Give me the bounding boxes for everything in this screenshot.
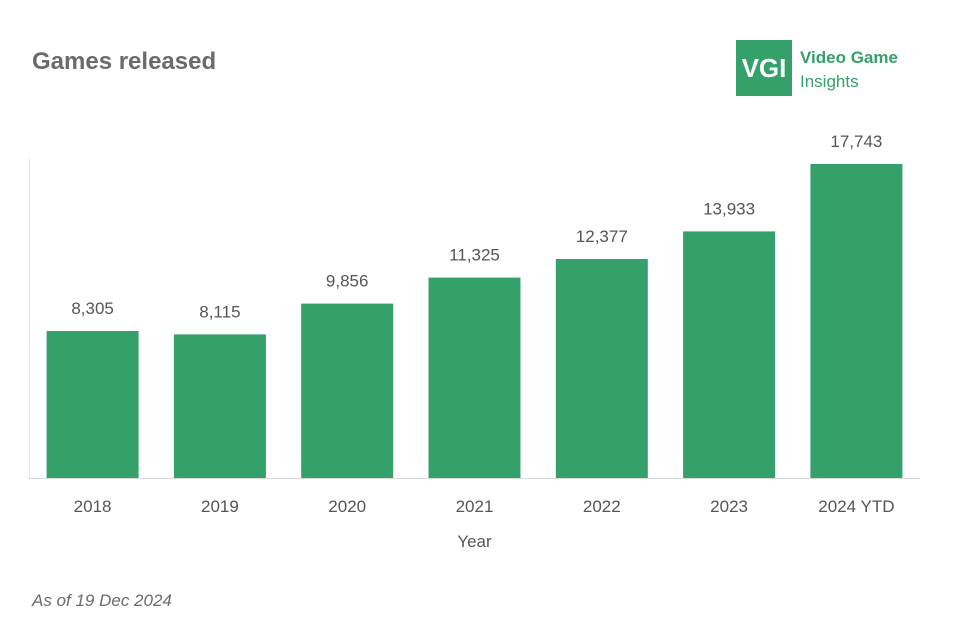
x-tick-label-2024-ytd: 2024 YTD xyxy=(818,497,894,516)
value-label-2020: 9,856 xyxy=(326,272,369,291)
bar-2018 xyxy=(46,331,139,478)
x-axis-label: Year xyxy=(457,532,492,551)
x-tick-labels-group: 2018 2019 2020 2021 2022 2023 2024 YTD xyxy=(74,497,895,516)
logo-line-2: Insights xyxy=(800,72,859,91)
value-label-2022: 12,377 xyxy=(576,227,628,246)
bar-2019 xyxy=(173,334,266,478)
brand-logo: VGI Video Game Insights xyxy=(736,40,898,96)
x-tick-label-2023: 2023 xyxy=(710,497,748,516)
x-tick-label-2022: 2022 xyxy=(583,497,621,516)
value-label-2018: 8,305 xyxy=(71,299,114,318)
logo-line-1: Video Game xyxy=(800,48,898,67)
bar-2022 xyxy=(555,259,648,478)
logo-wordmark: Video Game Insights xyxy=(800,46,898,94)
x-tick-label-2021: 2021 xyxy=(456,497,494,516)
value-label-2023: 13,933 xyxy=(703,199,755,218)
value-labels-group: 8,305 8,115 9,856 11,325 12,377 13,933 17,743 xyxy=(71,132,882,321)
value-label-2021: 11,325 xyxy=(449,246,500,265)
x-tick-label-2020: 2020 xyxy=(328,497,366,516)
x-tick-label-2019: 2019 xyxy=(201,497,239,516)
bars-group xyxy=(46,164,903,478)
footnote: As of 19 Dec 2024 xyxy=(32,591,172,610)
x-tick-label-2018: 2018 xyxy=(74,497,112,516)
chart-title: Games released xyxy=(32,48,217,75)
bar-2024-ytd xyxy=(810,164,903,478)
value-label-2024-ytd: 17,743 xyxy=(830,132,882,151)
bar-2021 xyxy=(428,277,521,478)
bar-2023 xyxy=(683,231,776,478)
logo-mark: VGI xyxy=(736,40,792,96)
value-label-2019: 8,115 xyxy=(199,302,240,321)
bar-2020 xyxy=(301,303,394,478)
